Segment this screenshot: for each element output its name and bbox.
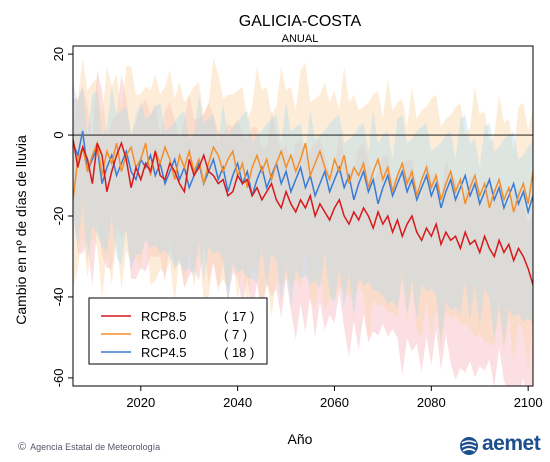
- y-axis-title: Cambio en nº de días de lluvia: [13, 135, 29, 325]
- chart-subtitle: ANUAL: [282, 33, 319, 45]
- x-tick-label: 2060: [320, 395, 349, 410]
- y-tick-label: -60: [51, 369, 66, 388]
- series-lines: [73, 130, 533, 286]
- y-tick-label: -20: [51, 207, 66, 226]
- y-axis-ticks: 20 0 -20 -40 -60: [51, 47, 73, 387]
- legend-label-rcp60: RCP6.0: [141, 327, 187, 342]
- legend-box: [88, 297, 268, 365]
- legend-count-rcp60: ( 7 ): [224, 327, 247, 342]
- uncertainty-bands: [73, 58, 533, 386]
- y-tick-label: -40: [51, 288, 66, 307]
- y-tick-label: 0: [51, 131, 66, 138]
- credit-text: © Agencia Estatal de Meteorología: [18, 441, 160, 453]
- legend-count-rcp45: ( 18 ): [224, 345, 254, 360]
- x-tick-label: 2020: [126, 395, 155, 410]
- aemet-logo: aemet: [458, 432, 546, 458]
- aemet-logo-icon: [460, 437, 478, 455]
- legend-label-rcp45: RCP4.5: [141, 345, 187, 360]
- y-tick-label: 20: [51, 47, 66, 61]
- series-line-rcp85: [73, 138, 533, 286]
- series-line-rcp45: [73, 130, 533, 215]
- x-tick-label: 2040: [223, 395, 252, 410]
- chart-title: GALICIA-COSTA: [239, 13, 362, 30]
- copyright-icon: ©: [18, 441, 27, 453]
- credit-label: Agencia Estatal de Meteorología: [30, 442, 161, 452]
- legend: RCP8.5 ( 17 ) RCP6.0 ( 7 ) RCP4.5 ( 18 ): [88, 297, 268, 365]
- aemet-logo-text: aemet: [482, 432, 541, 455]
- x-axis-ticks: 2020 2040 2060 2080 2100: [126, 386, 543, 410]
- x-tick-label: 2080: [417, 395, 446, 410]
- band-rcp60: [73, 58, 533, 371]
- band-rcp45: [73, 82, 533, 345]
- x-tick-label: 2100: [514, 395, 543, 410]
- x-axis-title: Año: [288, 431, 313, 447]
- legend-label-rcp85: RCP8.5: [141, 309, 187, 324]
- legend-count-rcp85: ( 17 ): [224, 309, 254, 324]
- band-rcp85: [73, 70, 533, 386]
